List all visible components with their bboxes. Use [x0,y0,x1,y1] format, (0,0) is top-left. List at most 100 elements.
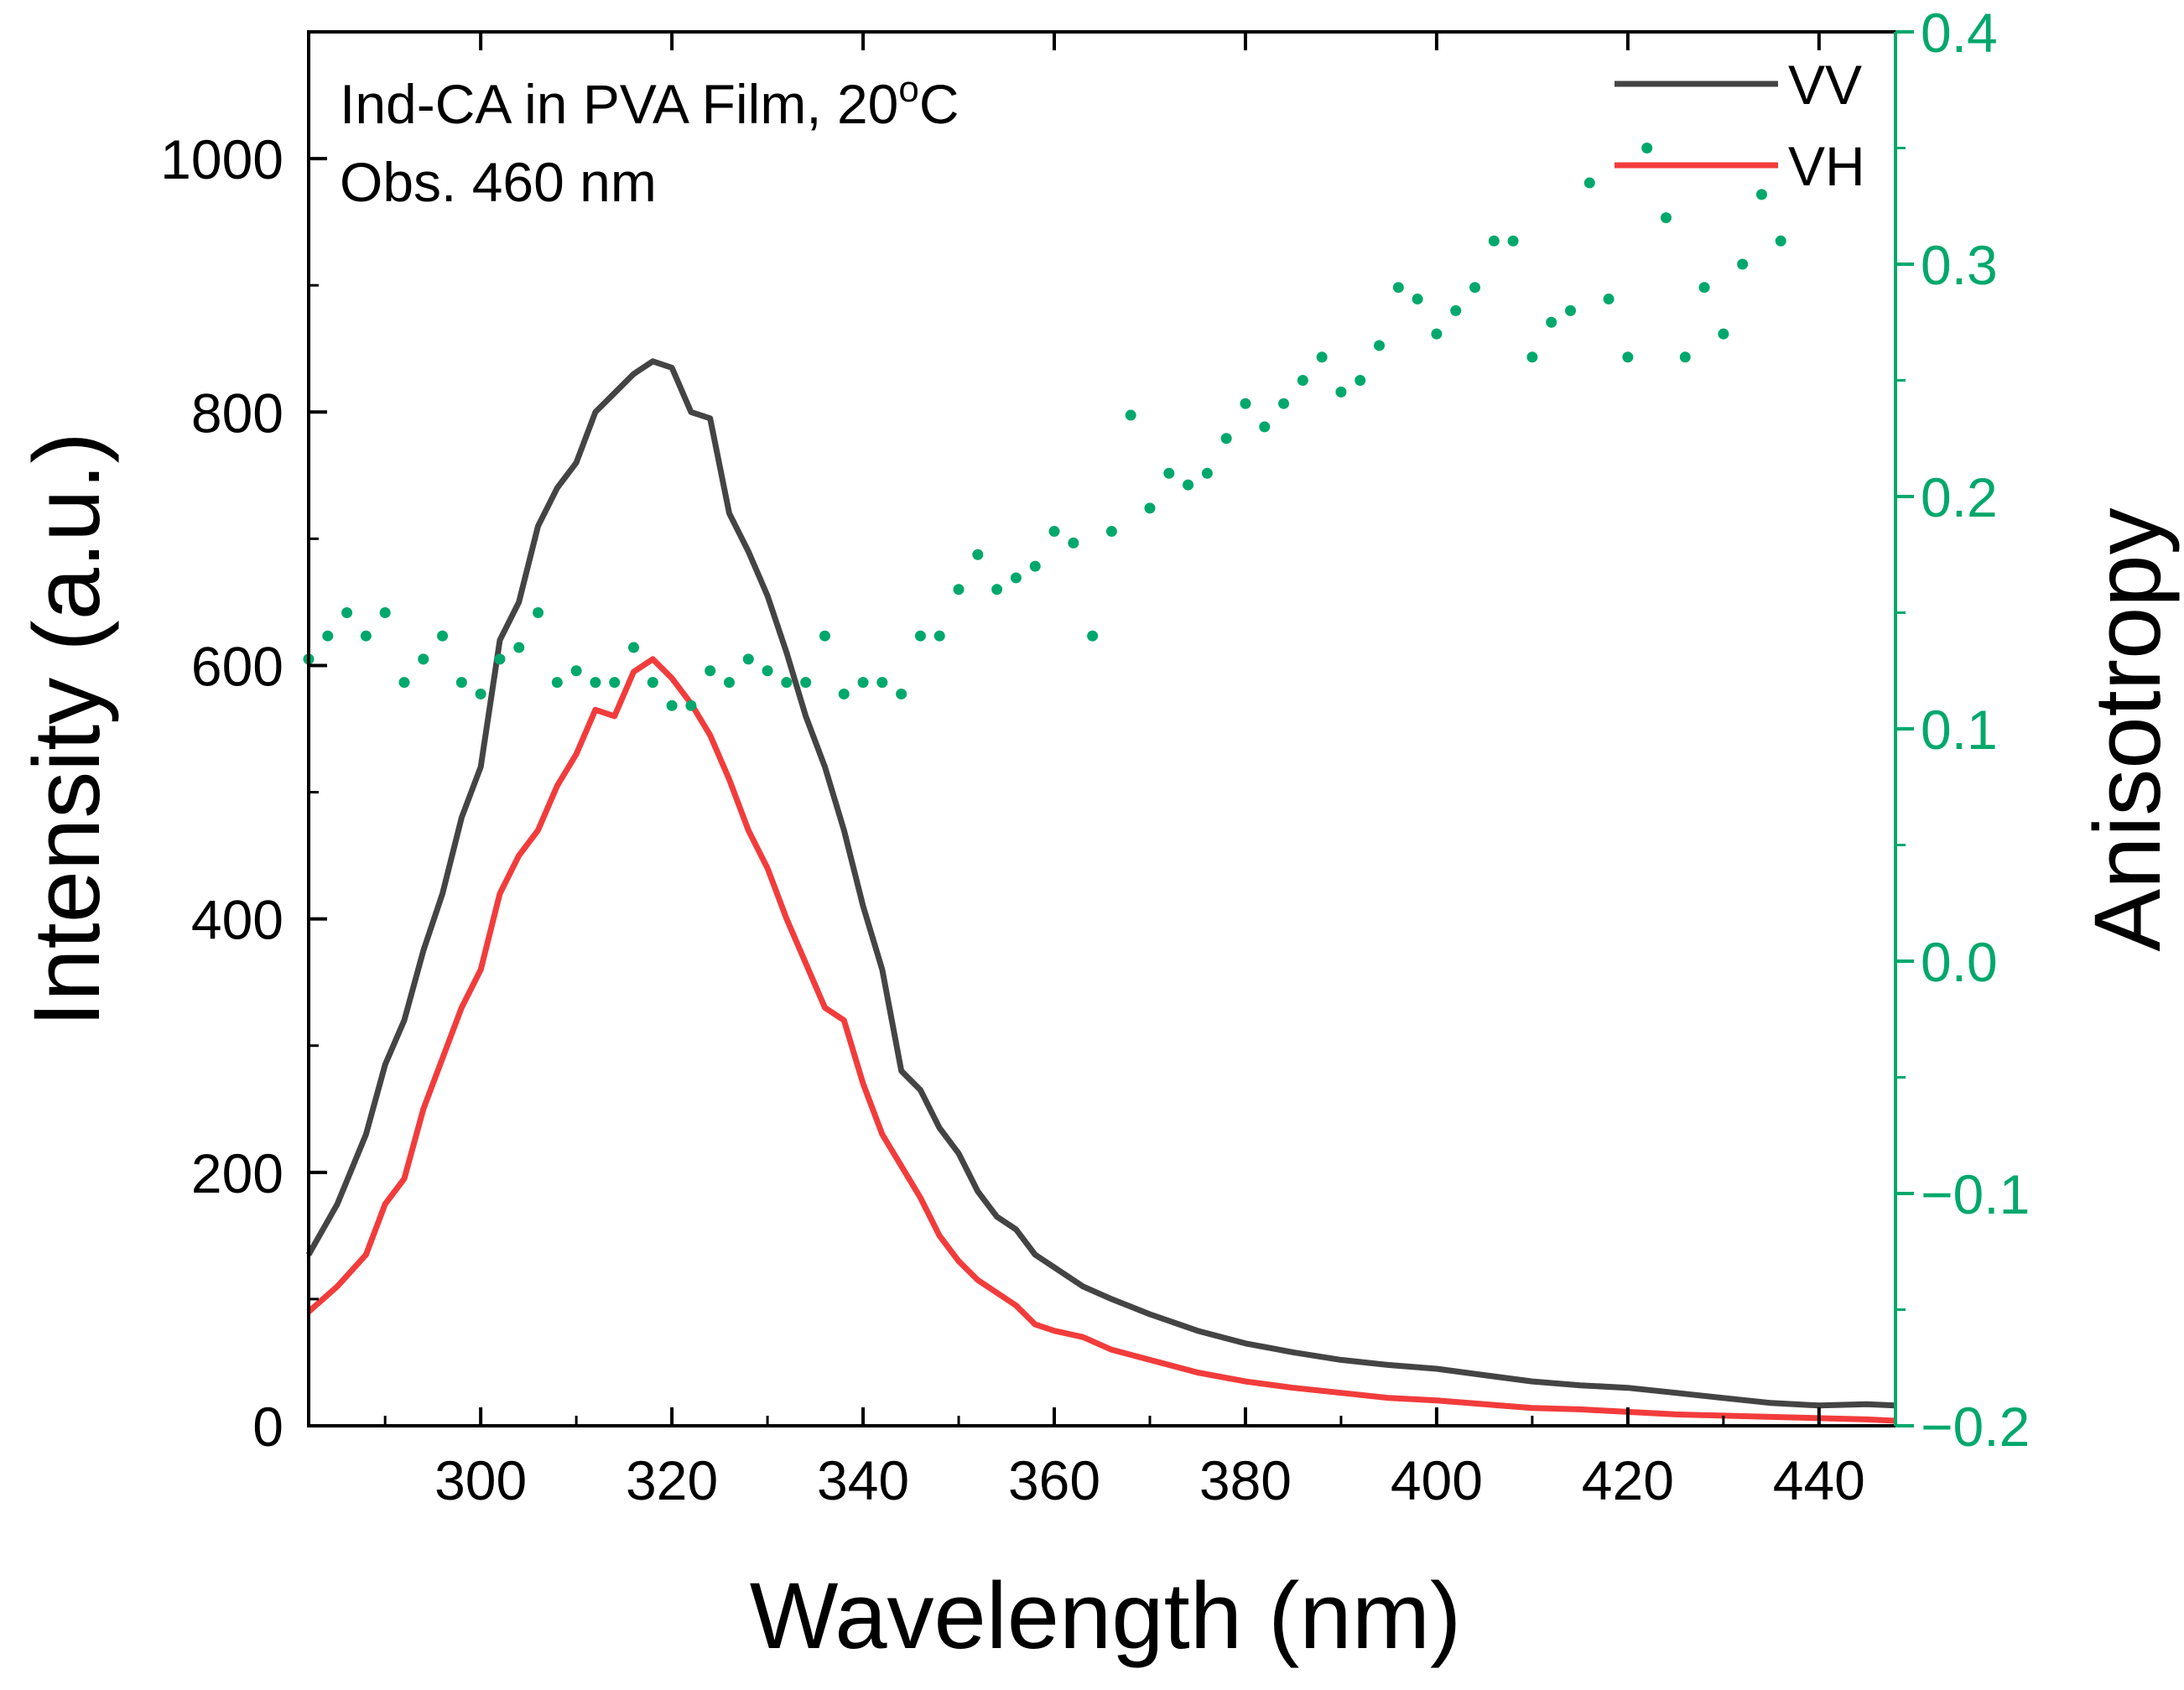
anisotropy-point [1450,304,1462,316]
anisotropy-point [1068,537,1079,549]
annotation-line-1: Ind-CA in PVA Film, 20oC [340,69,959,135]
anisotropy-point [914,630,926,642]
anisotropy-point [1622,351,1634,363]
anisotropy-point [494,653,506,665]
anisotropy-point [705,665,716,677]
legend-label-vh: VH [1788,135,1865,197]
anisotropy-point [781,677,793,689]
anisotropy-point [1297,375,1308,386]
anisotropy-point [418,653,429,665]
annotation-line-2: Obs. 460 nm [340,151,657,213]
annotation-text: Ind-CA in PVA Film, 20 [340,73,898,135]
anisotropy-point [1048,526,1060,538]
y2-tick-label: 0.0 [1921,931,1998,993]
annotation-unit: C [919,73,959,135]
legend-label-vv: VV [1788,54,1862,116]
anisotropy-point [1526,351,1538,363]
anisotropy-point [838,688,850,699]
anisotropy-point [972,549,984,560]
anisotropy-point [628,642,640,653]
anisotropy-point [933,630,945,642]
y2-tick-label: −0.2 [1921,1396,2030,1458]
y-tick-label: 600 [191,635,283,697]
annotation-degree-sup: o [898,69,918,110]
x-tick-label: 320 [626,1449,718,1511]
anisotropy-point [1392,282,1404,294]
plot-data [303,143,1896,1424]
anisotropy-point [1698,282,1710,294]
series-line-vv [305,358,1896,1409]
anisotropy-point [551,677,563,689]
y-tick-label: 0 [252,1396,283,1458]
anisotropy-point [876,677,888,689]
anisotropy-point [1718,328,1729,340]
anisotropy-point [896,688,907,699]
anisotropy-point [723,677,735,689]
anisotropy-point [1374,340,1386,351]
anisotropy-point [953,584,965,595]
anisotropy-point [1507,235,1519,247]
anisotropy-point [1163,467,1175,479]
anisotropy-point [666,699,678,711]
anisotropy-point [398,677,410,689]
anisotropy-point [1737,258,1749,270]
anisotropy-point [1431,328,1443,340]
anisotropy-point [1259,421,1271,433]
anisotropy-point [1240,398,1251,409]
anisotropy-point [1201,467,1213,479]
x-tick-label: 340 [817,1449,909,1511]
anisotropy-point [1105,526,1117,538]
anisotropy-point [609,677,621,689]
y-tick-label: 400 [191,889,283,951]
anisotropy-point [1603,294,1615,305]
y-tick-label: 200 [191,1142,283,1204]
anisotropy-point [1010,572,1022,584]
anisotropy-point [322,630,334,642]
anisotropy-point [475,688,486,699]
anisotropy-point [647,677,658,689]
anisotropy-point [437,630,449,642]
anisotropy-point [455,677,467,689]
anisotropy-point [1641,143,1653,153]
anisotropy-point [1355,375,1366,386]
y-tick-label: 800 [191,382,283,444]
y2-tick-label: −0.1 [1921,1163,2030,1225]
x-tick-label: 420 [1582,1449,1674,1511]
y-axis-title: Intensity (a.u.) [14,432,119,1027]
x-tick-label: 380 [1199,1449,1292,1511]
anisotropy-point [1335,386,1347,398]
anisotropy-point [1660,212,1672,224]
anisotropy-point [1029,560,1041,572]
anisotropy-point [1583,177,1595,189]
anisotropy-point [570,665,582,677]
anisotropy-point [379,607,391,618]
anisotropy-point [857,677,869,689]
anisotropy-point [1469,282,1481,294]
anisotropy-point [742,653,754,665]
anisotropy-point [513,642,525,653]
anisotropy-point [685,699,697,711]
anisotropy-point [1564,304,1576,316]
anisotropy-point [1125,409,1136,421]
anisotropy-point [1316,351,1328,363]
legend: VV VH [1615,54,1865,197]
anisotropy-point [1183,479,1194,491]
series-line-vh [306,656,1896,1424]
anisotropy-point [1546,316,1557,328]
x-tick-label: 360 [1008,1449,1100,1511]
anisotropy-point [1412,294,1423,305]
anisotropy-point [991,584,1003,595]
anisotropy-point [341,607,353,618]
anisotropy-point [1220,433,1232,445]
x-tick-label: 300 [434,1449,527,1511]
y2-tick-label: 0.3 [1921,234,1998,296]
ticks: 300 320 340 360 380 400 420 440 0 200 400 600 800 100… [160,2,2030,1511]
anisotropy-point [762,665,773,677]
anisotropy-point [800,677,812,689]
anisotropy-point [1775,235,1786,247]
x-axis-title: Wavelength (nm) [750,1563,1462,1668]
anisotropy-point [1755,189,1767,200]
y-tick-label: 1000 [160,128,283,190]
